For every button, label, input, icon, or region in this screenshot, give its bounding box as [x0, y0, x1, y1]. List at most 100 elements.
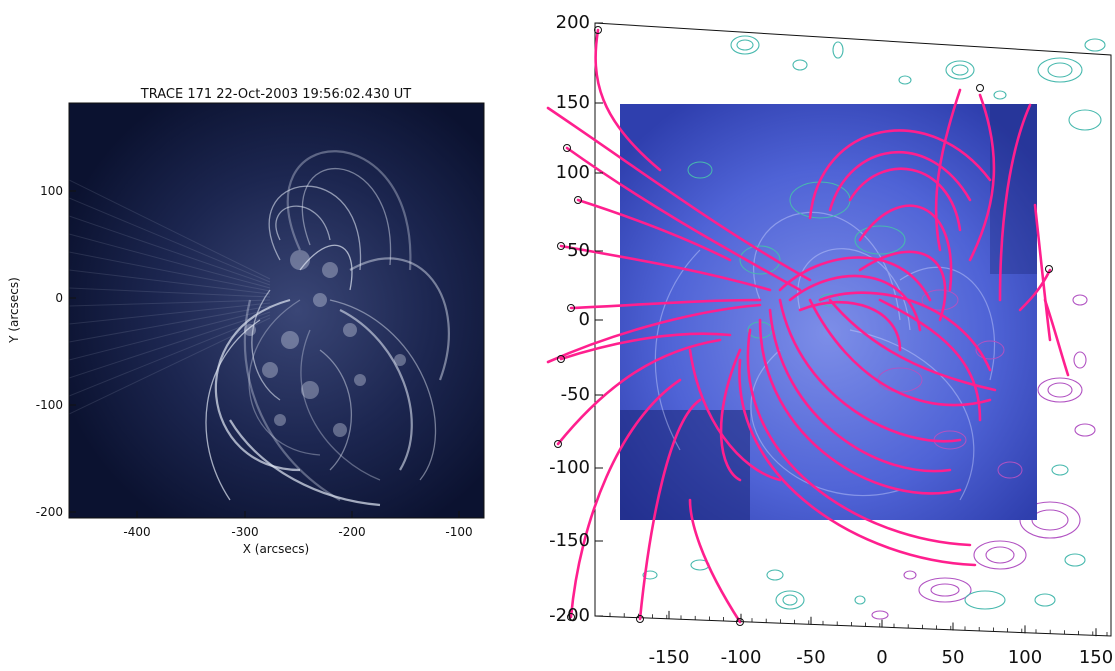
- magnetogram-contour: [1074, 423, 1096, 437]
- left-y-axis-label: Y (arcsecs): [7, 277, 21, 344]
- footpoint-marker: [557, 355, 565, 363]
- coronal-loop: [205, 319, 261, 501]
- right-x-tick-label: -50: [796, 647, 825, 668]
- footpoint-marker: [554, 440, 562, 448]
- field-line: [768, 308, 952, 473]
- left-y-axis: 100 0 -100 -200 Y (arcsecs): [7, 184, 76, 519]
- field-line: [818, 291, 992, 372]
- left-x-tick-label: -100: [445, 525, 472, 539]
- right-y-tick-label: -200: [549, 605, 590, 626]
- coronal-loop: [251, 289, 281, 401]
- left-panel-title: TRACE 171 22-Oct-2003 19:56:02.430 UT: [140, 87, 411, 102]
- field-line: [1043, 298, 1070, 377]
- fan-ray: [69, 179, 271, 280]
- field-line: [968, 93, 996, 262]
- left-panel: TRACE 171 22-Oct-2003 19:56:02.430 UT -4…: [7, 87, 485, 556]
- magnetogram-contour: [871, 610, 889, 620]
- euv-loop: [750, 349, 901, 496]
- field-line: [934, 88, 962, 252]
- field-line: [594, 28, 662, 172]
- magnetogram-contour: [997, 461, 1023, 479]
- field-line: [1018, 268, 1052, 312]
- magnetogram-contour: [854, 595, 866, 605]
- footpoint-marker: [563, 144, 571, 152]
- footpoint-marker: [976, 84, 984, 92]
- magnetogram-contour: [930, 583, 960, 597]
- bright-knot: [301, 381, 319, 399]
- left-y-tick-label: -100: [36, 398, 63, 412]
- right-y-tick-label: 50: [567, 240, 590, 261]
- field-line: [569, 298, 762, 310]
- right-x-tick-label: 50: [942, 647, 965, 668]
- magnetogram-contour: [993, 90, 1007, 100]
- field-line: [546, 106, 812, 282]
- magnetogram-contour: [1072, 294, 1088, 306]
- coronal-loop: [214, 298, 301, 472]
- field-line: [546, 303, 762, 364]
- footpoint-marker: [557, 242, 565, 250]
- right-y-tick-label: 100: [556, 162, 590, 183]
- field-line: [808, 298, 992, 407]
- magnetogram-contour: [903, 570, 917, 580]
- bright-knot: [290, 250, 310, 270]
- right-x-tick-label: 150: [1079, 647, 1113, 668]
- footpoint-marker: [567, 613, 575, 621]
- footpoint-marker: [567, 304, 575, 312]
- bright-knot: [333, 423, 347, 437]
- coronal-loop: [286, 150, 412, 271]
- euv-loop: [849, 329, 975, 501]
- magnetogram-contour: [921, 289, 959, 311]
- right-y-tick-label: 200: [556, 12, 590, 33]
- magnetogram-contours: [642, 35, 1106, 620]
- field-line: [998, 103, 1032, 302]
- coronal-loop: [301, 168, 392, 266]
- euv-loop: [899, 266, 995, 381]
- magnetogram-contour: [642, 570, 658, 580]
- footpoint-marker: [1045, 265, 1053, 273]
- trace-image: [69, 103, 484, 518]
- euv-overlay-image: [620, 104, 1037, 520]
- field-line: [688, 348, 782, 482]
- magnetogram-contour: [775, 590, 805, 610]
- magnetogram-contour: [951, 64, 969, 76]
- left-x-tick-label: -300: [231, 525, 258, 539]
- bright-knot: [244, 324, 256, 336]
- field-line: [828, 151, 972, 212]
- left-x-tick-label: -400: [123, 525, 150, 539]
- coronal-loop: [229, 419, 381, 507]
- field-line: [798, 300, 902, 352]
- magnetogram-contour: [1084, 38, 1106, 52]
- right-x-axis: -150 -100 -50 0 50 100 150: [609, 610, 1113, 668]
- coronal-loop: [268, 185, 362, 271]
- fan-ray: [69, 305, 271, 343]
- magnetogram-contour: [1064, 553, 1086, 567]
- fan-ray: [69, 233, 271, 289]
- fan-ray: [69, 314, 271, 397]
- field-line: [848, 167, 962, 232]
- field-line: [878, 298, 982, 422]
- bright-knot: [313, 293, 327, 307]
- magnetogram-contour: [832, 41, 844, 59]
- right-y-tick-label: 0: [579, 309, 590, 330]
- magnetogram-contour: [975, 340, 1005, 360]
- fan-ray: [69, 251, 271, 292]
- right-x-tick-label: 100: [1008, 647, 1042, 668]
- euv-loop: [654, 249, 701, 451]
- field-line: [556, 338, 722, 446]
- fan-ray: [69, 311, 271, 379]
- field-line: [828, 298, 997, 392]
- right-y-tick-label: -100: [549, 457, 590, 478]
- field-line: [1033, 203, 1052, 342]
- right-x-tick-label: 0: [876, 647, 887, 668]
- footpoint-markers: [554, 26, 1053, 626]
- coronal-loop: [349, 257, 450, 381]
- field-lines: [546, 28, 1070, 624]
- magnetogram-contour: [1037, 57, 1083, 83]
- bright-knot: [262, 362, 278, 378]
- field-line: [858, 204, 953, 292]
- magnetogram-contour: [687, 161, 713, 179]
- footpoint-marker: [574, 196, 582, 204]
- left-plot-frame: [68, 102, 485, 519]
- bright-knot: [274, 414, 286, 426]
